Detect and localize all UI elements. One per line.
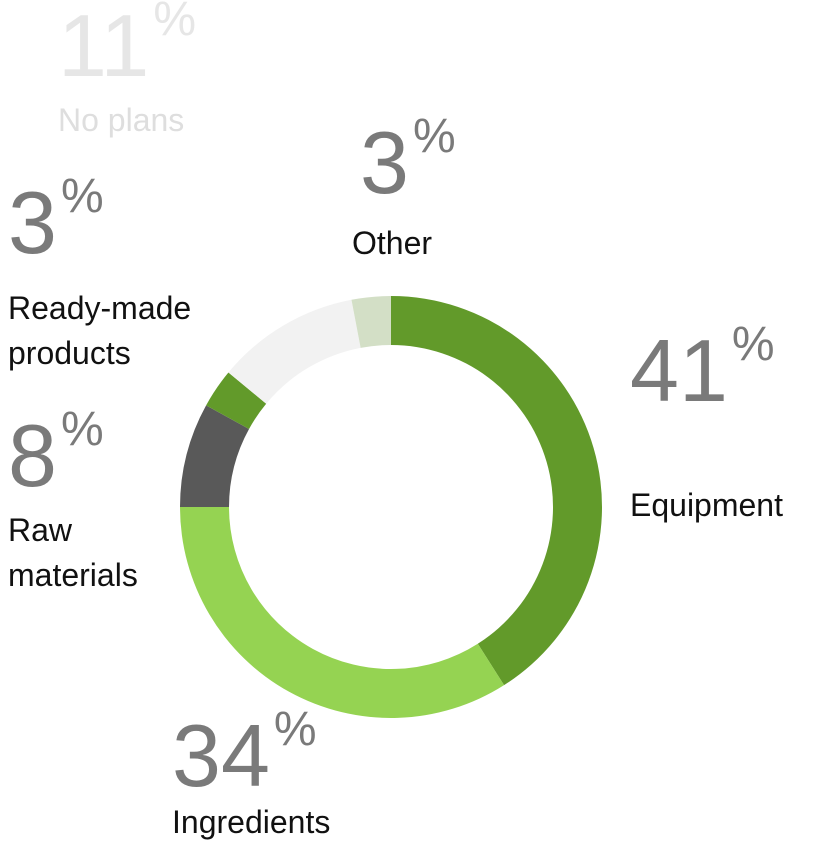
category-label: Other: [352, 225, 433, 261]
value-number: 41: [630, 321, 728, 420]
category-label: Raw materials: [8, 512, 138, 593]
value-unit: %: [60, 403, 104, 456]
value-label: 3%: [8, 173, 104, 267]
donut-slice: [351, 296, 391, 348]
value-number: 11: [58, 0, 150, 95]
donut-slice: [206, 372, 267, 429]
value-number: 8: [8, 406, 57, 505]
donut-slice: [180, 507, 505, 718]
value-label: 3%: [360, 113, 456, 207]
category-label: Ready-made products: [8, 290, 192, 371]
value-label: 41%: [630, 321, 775, 415]
value-label: 11%: [58, 0, 197, 90]
value-label: 34%: [172, 706, 317, 800]
value-label: 8%: [8, 406, 104, 500]
value-number: 3: [360, 113, 409, 212]
value-unit: %: [60, 170, 104, 223]
donut-slice: [391, 296, 602, 686]
value-unit: %: [412, 110, 456, 163]
category-label: Ingredients: [172, 804, 331, 840]
value-unit: %: [731, 318, 775, 371]
donut-slice: [228, 299, 361, 404]
category-label: Equipment: [630, 487, 783, 523]
value-number: 34: [172, 706, 270, 805]
category-label: No plans: [58, 102, 185, 138]
value-unit: %: [153, 0, 197, 46]
value-unit: %: [273, 703, 317, 756]
donut-slice: [180, 405, 250, 507]
value-number: 3: [8, 173, 57, 272]
